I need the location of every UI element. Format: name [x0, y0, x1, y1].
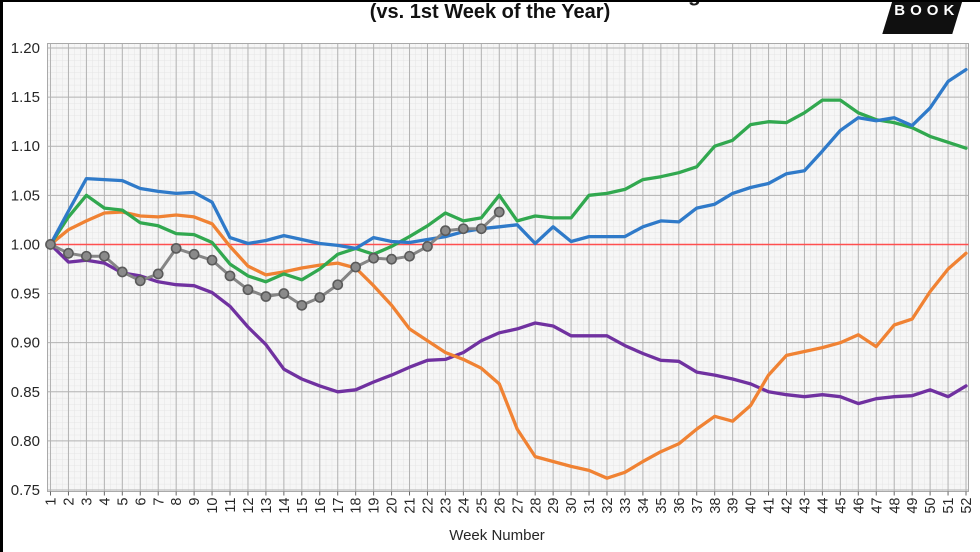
clipped-main-title: g — [688, 0, 714, 7]
plot-frame — [47, 43, 969, 492]
svg-text:49: 49 — [905, 498, 921, 514]
svg-text:51: 51 — [941, 498, 957, 514]
svg-text:36: 36 — [672, 498, 688, 514]
svg-text:38: 38 — [708, 498, 724, 514]
svg-text:10: 10 — [205, 498, 221, 514]
svg-text:1.20: 1.20 — [11, 40, 40, 57]
series-green-line — [48, 98, 968, 284]
svg-text:18: 18 — [349, 498, 365, 514]
svg-text:1.05: 1.05 — [11, 187, 40, 204]
crop-border-top — [0, 0, 980, 2]
svg-text:13: 13 — [259, 498, 275, 514]
svg-text:37: 37 — [690, 498, 706, 514]
svg-text:34: 34 — [636, 498, 652, 514]
svg-text:45: 45 — [833, 498, 849, 514]
crop-border-left — [0, 0, 3, 552]
series-orange-line — [48, 210, 968, 480]
svg-text:14: 14 — [277, 498, 293, 514]
svg-text:1: 1 — [44, 498, 60, 506]
series-gray-marker-line-markers — [45, 206, 505, 311]
svg-text:1.15: 1.15 — [11, 89, 40, 106]
svg-text:11: 11 — [223, 498, 239, 513]
svg-text:19: 19 — [367, 498, 383, 514]
book-logo: BOOK — [882, 0, 966, 34]
svg-text:52: 52 — [959, 498, 975, 514]
x-axis-title: Week Number — [449, 527, 545, 544]
svg-text:0.80: 0.80 — [11, 433, 40, 450]
svg-text:42: 42 — [780, 498, 796, 514]
svg-text:0.90: 0.90 — [11, 335, 40, 352]
svg-text:41: 41 — [762, 498, 778, 514]
svg-text:30: 30 — [564, 498, 580, 514]
x-axis-ticks — [50, 491, 967, 496]
svg-text:8: 8 — [169, 498, 185, 506]
svg-text:7: 7 — [151, 498, 167, 506]
svg-text:26: 26 — [492, 498, 508, 514]
svg-text:4: 4 — [97, 498, 113, 506]
svg-text:12: 12 — [241, 498, 257, 514]
svg-text:6: 6 — [133, 498, 149, 506]
svg-text:31: 31 — [582, 498, 598, 514]
svg-text:22: 22 — [421, 498, 437, 514]
svg-text:46: 46 — [851, 498, 867, 514]
svg-text:29: 29 — [546, 498, 562, 514]
svg-text:16: 16 — [313, 498, 329, 514]
svg-text:3: 3 — [79, 498, 95, 506]
svg-text:17: 17 — [331, 498, 347, 514]
svg-text:40: 40 — [744, 498, 760, 514]
svg-text:1.00: 1.00 — [11, 236, 40, 253]
svg-text:50: 50 — [923, 498, 939, 514]
svg-text:48: 48 — [887, 498, 903, 514]
series-blue-line — [48, 67, 968, 251]
svg-text:15: 15 — [295, 498, 311, 514]
svg-text:27: 27 — [510, 498, 526, 514]
svg-text:25: 25 — [474, 498, 490, 514]
svg-text:44: 44 — [815, 498, 831, 514]
chart-subtitle: (vs. 1st Week of the Year) — [369, 1, 611, 23]
svg-text:24: 24 — [456, 498, 472, 514]
svg-text:43: 43 — [798, 498, 814, 514]
svg-text:47: 47 — [869, 498, 885, 514]
svg-text:1.10: 1.10 — [11, 138, 40, 155]
plot-area — [47, 43, 969, 492]
clipped-title-fragment: g — [688, 0, 714, 7]
svg-text:0.75: 0.75 — [11, 482, 40, 499]
svg-text:28: 28 — [528, 498, 544, 514]
series-purple-line — [48, 242, 968, 406]
svg-text:0.95: 0.95 — [11, 286, 40, 303]
svg-text:9: 9 — [187, 498, 203, 506]
x-axis-labels: 1 2 3 4 5 6 7 8 9 10 11 12 13 14 15 16 17 18 19 20 21 22 23 24 2… — [44, 498, 976, 514]
svg-text:32: 32 — [600, 498, 616, 514]
book-logo-text: BOOK — [894, 2, 960, 19]
major-grid — [47, 43, 969, 492]
svg-text:5: 5 — [115, 498, 131, 506]
svg-text:23: 23 — [438, 498, 454, 514]
svg-text:39: 39 — [726, 498, 742, 514]
svg-text:35: 35 — [654, 498, 670, 514]
svg-text:2: 2 — [62, 498, 78, 506]
svg-text:33: 33 — [618, 498, 634, 514]
svg-text:20: 20 — [385, 498, 401, 514]
y-axis-labels: 1.20 1.15 1.10 1.05 1.00 0.95 0.90 0.85 0.80 0.75 — [11, 40, 40, 499]
svg-text:0.85: 0.85 — [11, 384, 40, 401]
svg-text:21: 21 — [403, 498, 419, 514]
